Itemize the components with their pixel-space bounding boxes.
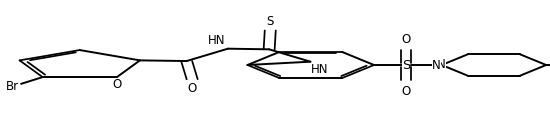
Text: Br: Br (6, 80, 19, 93)
Text: O: O (402, 84, 410, 98)
Text: N: N (432, 58, 441, 72)
Text: O: O (188, 82, 197, 95)
Text: HN: HN (208, 34, 225, 47)
Text: HN: HN (310, 63, 328, 76)
Text: N: N (437, 58, 446, 71)
Text: O: O (112, 78, 122, 91)
Text: S: S (267, 15, 274, 28)
Text: O: O (402, 32, 410, 46)
Text: S: S (402, 58, 410, 72)
